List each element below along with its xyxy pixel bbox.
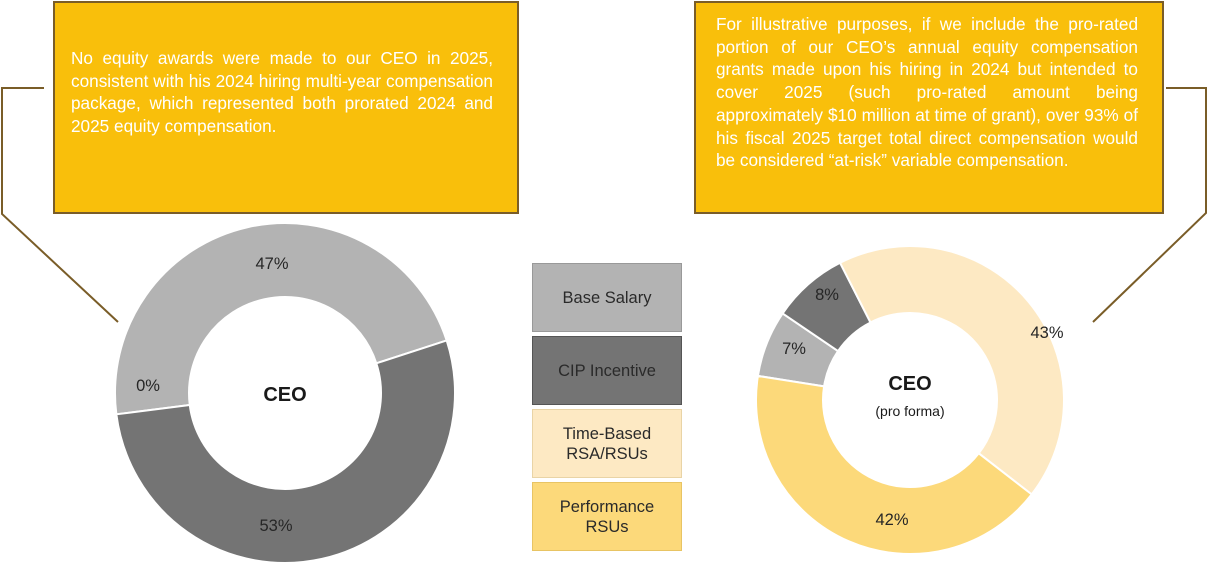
donut-chart-2: 7% 8% 43% 42% CEO (pro forma) xyxy=(755,245,1065,555)
left-connector-line xyxy=(0,87,119,323)
donut-slice-base-salary xyxy=(113,221,448,416)
donut-center-title: CEO xyxy=(888,373,931,395)
legend-item-cip-incentive: CIP Incentive xyxy=(532,336,682,405)
legend-item-time-based-rsa-rsus: Time-Based RSA/RSUs xyxy=(532,409,682,478)
legend-label: Base Salary xyxy=(562,288,652,307)
legend-label: CIP Incentive xyxy=(558,361,656,380)
slice-data-label: 7% xyxy=(782,340,806,358)
legend-item-base-salary: Base Salary xyxy=(532,263,682,332)
slice-data-label: 0% xyxy=(136,377,160,395)
slice-data-label: 8% xyxy=(815,286,839,304)
legend-label: Performance RSUs xyxy=(559,497,655,536)
callout-right-text: For illustrative purposes, if we include… xyxy=(716,14,1138,171)
callout-left-text: No equity awards were made to our CEO in… xyxy=(71,48,493,137)
legend-item-performance-rsus: Performance RSUs xyxy=(532,482,682,551)
slice-data-label: 42% xyxy=(875,511,908,529)
legend-label: Time-Based RSA/RSUs xyxy=(562,424,652,463)
slice-data-label: 47% xyxy=(255,255,288,273)
donut-center-subtitle: (pro forma) xyxy=(875,403,944,419)
callout-left: No equity awards were made to our CEO in… xyxy=(53,1,519,214)
callout-right: For illustrative purposes, if we include… xyxy=(694,1,1164,214)
slice-data-label: 43% xyxy=(1030,324,1063,342)
donut-chart-1: 47% 53% 0% CEO xyxy=(113,221,456,564)
donut-slice-cip-incentive xyxy=(115,339,456,564)
donut-center-title: CEO xyxy=(263,384,306,406)
donut-slice-performance-rsus xyxy=(755,374,1034,555)
donut-slice-time-based-rsa-rsus xyxy=(838,245,1065,496)
right-connector-line xyxy=(1092,87,1207,323)
slice-data-label: 53% xyxy=(259,517,292,535)
